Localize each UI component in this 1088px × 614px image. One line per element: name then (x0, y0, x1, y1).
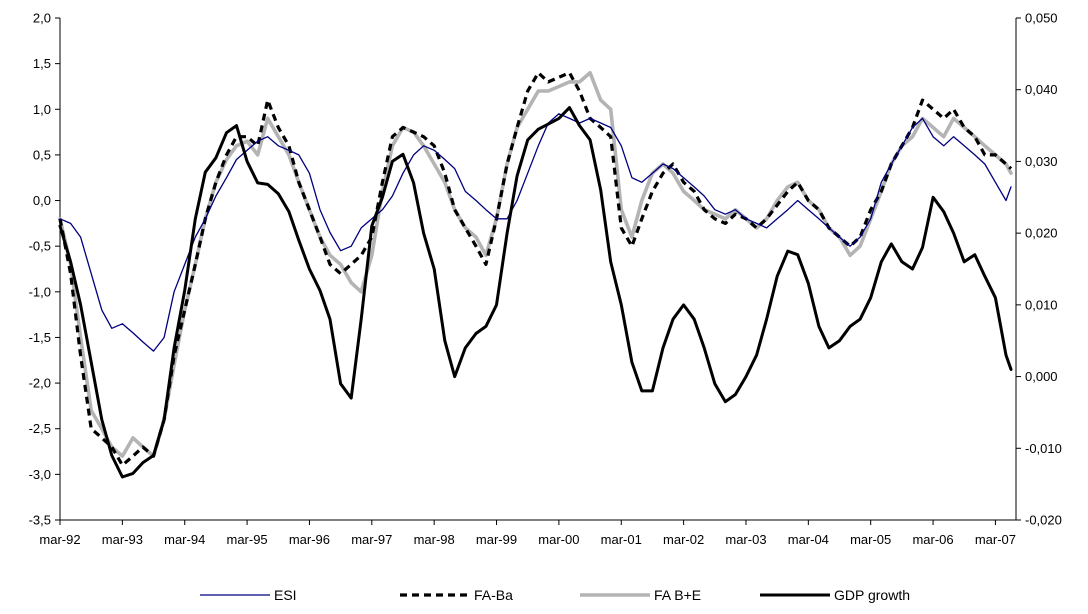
legend-label: GDP growth (834, 587, 910, 603)
series-line-gdp-growth (58, 106, 1013, 479)
left-tick-label: -3,5 (29, 513, 51, 528)
left-tick-label: -1,5 (29, 330, 51, 345)
left-tick-label: -2,5 (29, 421, 51, 436)
legend-label: FA B+E (654, 587, 701, 603)
right-tick-label: 0,050 (1025, 11, 1058, 26)
left-tick-label: 0,5 (33, 147, 51, 162)
right-tick-label: -0,010 (1025, 441, 1062, 456)
x-tick-label: mar-05 (850, 532, 891, 547)
legend-label: ESI (274, 587, 297, 603)
x-tick-label: mar-01 (601, 532, 642, 547)
x-axis: mar-92 mar-93 mar-94 mar-95 mar-96 mar-97 mar-… (39, 520, 1016, 547)
right-tick-label: 0,000 (1025, 369, 1058, 384)
series-line-esi (59, 113, 1012, 352)
x-tick-label: mar-96 (289, 532, 330, 547)
x-tick-label: mar-95 (226, 532, 267, 547)
left-tick-label: -3,0 (29, 467, 51, 482)
x-tick-label: mar-04 (788, 532, 829, 547)
left-tick-label: 1,5 (33, 56, 51, 71)
legend: ESI FA-Ba FA B+E GDP growth (200, 587, 910, 603)
right-tick-label: 0,040 (1025, 82, 1058, 97)
left-tick-label: -2,0 (29, 376, 51, 391)
x-tick-label: mar-03 (725, 532, 766, 547)
x-tick-label: mar-06 (912, 532, 953, 547)
x-tick-label: mar-00 (538, 532, 579, 547)
right-y-axis: 0,050 0,040 0,030 0,020 0,010 0,000 -0,010 -0,0… (1016, 11, 1062, 528)
right-tick-label: -0,020 (1025, 513, 1062, 528)
left-y-axis: 2,0 1,5 1,0 0,5 0,0 -0,5 -1,0 -1,5 -2,0 -2,5 -3,0 -… (29, 11, 60, 528)
right-tick-label: 0,030 (1025, 154, 1058, 169)
left-tick-label: -0,5 (29, 239, 51, 254)
x-tick-label: mar-02 (663, 532, 704, 547)
series-layer (58, 71, 1013, 479)
left-tick-label: 1,0 (33, 102, 51, 117)
left-tick-label: -1,0 (29, 284, 51, 299)
right-tick-label: 0,010 (1025, 297, 1058, 312)
left-tick-label: 0,0 (33, 193, 51, 208)
x-tick-label: mar-93 (102, 532, 143, 547)
left-tick-label: 2,0 (33, 11, 51, 26)
x-tick-label: mar-92 (39, 532, 80, 547)
x-tick-label: mar-07 (975, 532, 1016, 547)
right-tick-label: 0,020 (1025, 226, 1058, 241)
plot-area (59, 18, 1017, 521)
x-tick-label: mar-97 (351, 532, 392, 547)
x-tick-label: mar-99 (476, 532, 517, 547)
legend-label: FA-Ba (474, 587, 513, 603)
x-tick-label: mar-94 (164, 532, 205, 547)
x-tick-label: mar-98 (414, 532, 455, 547)
